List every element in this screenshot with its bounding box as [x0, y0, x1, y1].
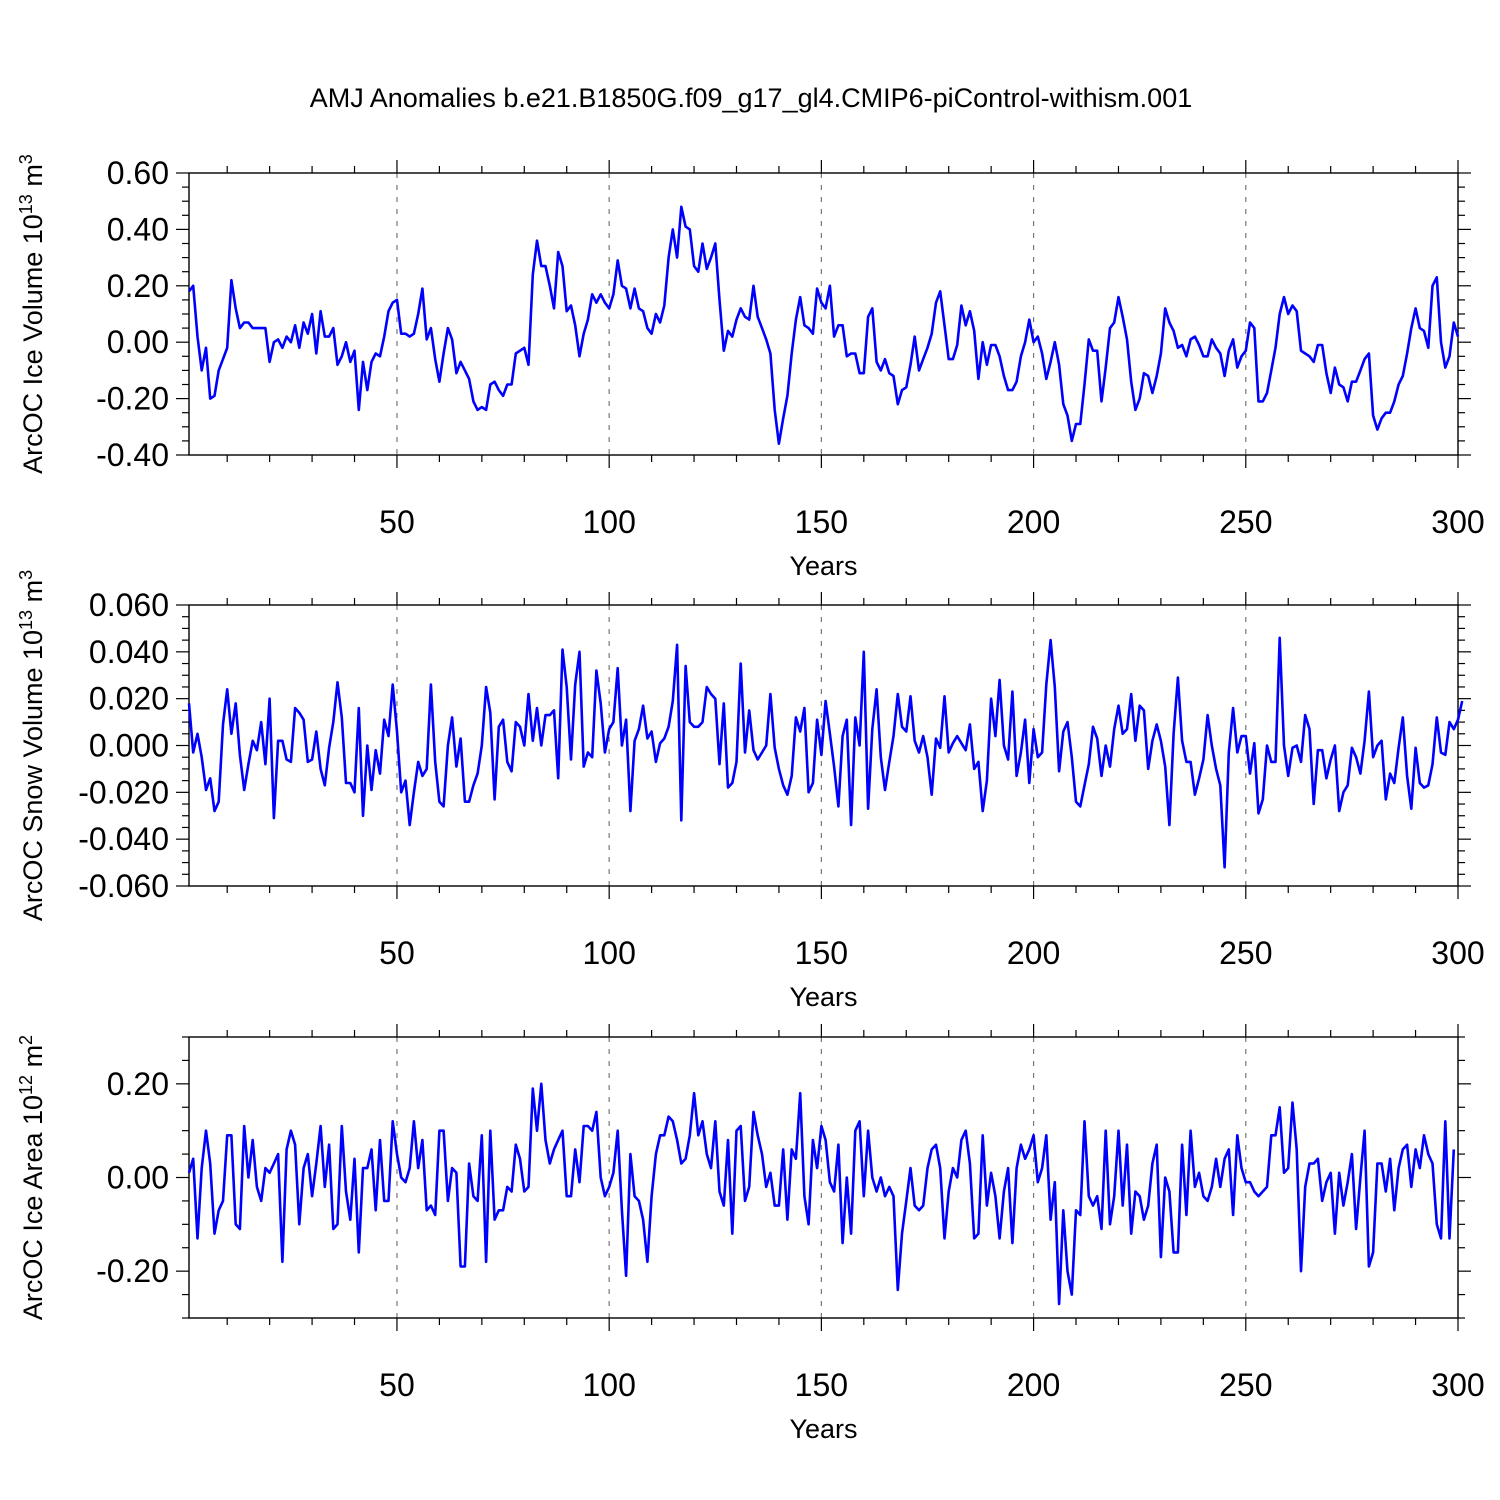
- series-line-ice-area: [187, 1082, 1456, 1306]
- x-tick-label: 150: [795, 935, 848, 971]
- y-tick-label: -0.20: [96, 381, 169, 417]
- series-line-ice-volume: [187, 205, 1460, 446]
- y-axis-title: ArcOC Ice Volume 1013 m3: [16, 154, 48, 474]
- x-tick-label: 50: [379, 504, 415, 540]
- x-tick-label: 150: [795, 504, 848, 540]
- y-tick-label: 0.040: [89, 634, 169, 670]
- x-axis-title: Years: [789, 982, 857, 1012]
- y-axis-title-main: ArcOC Ice Volume 10: [18, 214, 48, 474]
- y-axis-title-main: ArcOC Snow Volume 10: [18, 630, 48, 921]
- y-tick-label: -0.060: [78, 868, 169, 904]
- x-tick-label: 50: [379, 1367, 415, 1403]
- y-axis-title: ArcOC Snow Volume 1013 m3: [16, 570, 48, 921]
- y-tick-label: 0.00: [107, 324, 169, 360]
- x-tick-label: 250: [1219, 1367, 1272, 1403]
- y-axis-title-unit: m: [18, 1045, 48, 1075]
- panel-ice-volume: -0.40 -0.20 0.00 0.20 0.40 0.60 50 100 150 200 250…: [16, 154, 1485, 581]
- x-tick-label: 100: [582, 1367, 635, 1403]
- y-axis-title-unit: m: [18, 164, 48, 194]
- y-tick-label: -0.40: [96, 437, 169, 473]
- y-axis-title-unit-exponent: 2: [16, 1035, 36, 1045]
- x-tick-label: 300: [1431, 935, 1484, 971]
- x-axis-title: Years: [789, 551, 857, 581]
- y-tick-label: -0.040: [78, 821, 169, 857]
- panel-snow-volume: -0.060 -0.040 -0.020 0.000 0.020 0.040 0.060 50…: [16, 570, 1485, 1012]
- y-tick-label: 0.00: [107, 1160, 169, 1196]
- x-tick-label: 200: [1007, 935, 1060, 971]
- x-tick-label: 50: [379, 935, 415, 971]
- x-tick-label: 100: [582, 935, 635, 971]
- y-tick-label: 0.20: [107, 1066, 169, 1102]
- x-tick-label: 200: [1007, 1367, 1060, 1403]
- y-tick-label: 0.060: [89, 587, 169, 623]
- x-tick-label: 100: [582, 504, 635, 540]
- y-tick-label: 0.000: [89, 728, 169, 764]
- plot-frame: [188, 172, 1459, 456]
- y-tick-label: -0.20: [96, 1253, 169, 1289]
- x-tick-label: 200: [1007, 504, 1060, 540]
- y-axis-title-unit-exponent: 3: [16, 570, 36, 580]
- y-tick-label: 0.60: [107, 155, 169, 191]
- x-tick-label: 300: [1431, 1367, 1484, 1403]
- x-tick-label: 300: [1431, 504, 1484, 540]
- panel-ice-area: -0.20 0.00 0.20 50 100 150 200 250 300 Years ArcOC…: [16, 1024, 1485, 1444]
- y-axis-title-main: ArcOC Ice Area 10: [18, 1095, 48, 1320]
- x-tick-label: 250: [1219, 504, 1272, 540]
- y-axis-title-unit: m: [18, 580, 48, 610]
- x-tick-label: 150: [795, 1367, 848, 1403]
- y-tick-label: 0.20: [107, 268, 169, 304]
- y-axis-title-exponent: 13: [16, 610, 36, 630]
- y-tick-label: -0.020: [78, 774, 169, 810]
- x-axis-title: Years: [789, 1414, 857, 1444]
- series-line-snow-volume: [187, 636, 1464, 869]
- y-axis-title-exponent: 12: [16, 1075, 36, 1095]
- x-tick-label: 250: [1219, 935, 1272, 971]
- y-axis-title: ArcOC Ice Area 1012 m2: [16, 1035, 48, 1320]
- y-axis-title-exponent: 13: [16, 194, 36, 214]
- y-axis-title-unit-exponent: 3: [16, 154, 36, 164]
- y-tick-label: 0.020: [89, 681, 169, 717]
- y-tick-label: 0.40: [107, 211, 169, 247]
- chart-title: AMJ Anomalies b.e21.B1850G.f09_g17_gl4.C…: [310, 83, 1192, 113]
